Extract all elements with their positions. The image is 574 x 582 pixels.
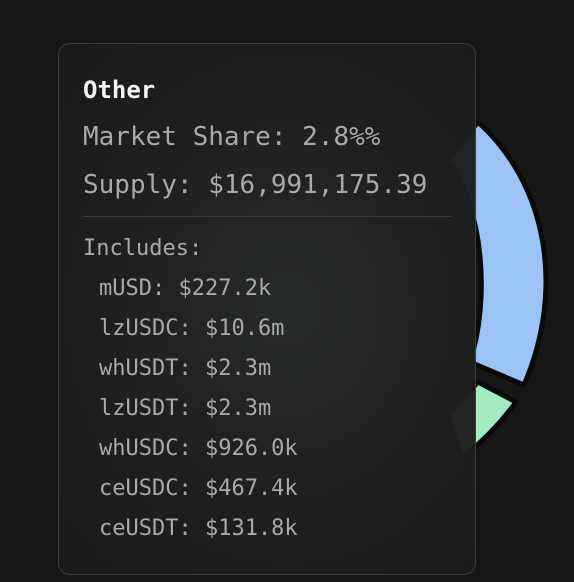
tooltip-supply: Supply: $16,991,175.39 — [83, 170, 428, 200]
tooltip-item: whUSDT: $2.3m — [99, 356, 272, 381]
tooltip-item: lzUSDT: $2.3m — [99, 396, 272, 421]
tooltip-market-share: Market Share: 2.8%% — [83, 122, 381, 152]
tooltip-item: whUSDC: $926.0k — [99, 436, 298, 461]
chart-tooltip: Other Market Share: 2.8%% Supply: $16,99… — [58, 43, 476, 575]
tooltip-item: mUSD: $227.2k — [99, 276, 272, 301]
tooltip-title: Other — [83, 76, 156, 104]
tooltip-divider — [83, 216, 451, 217]
tooltip-item: ceUSDC: $467.4k — [99, 476, 298, 501]
tooltip-item: ceUSDT: $131.8k — [99, 516, 298, 541]
tooltip-item: lzUSDC: $10.6m — [99, 316, 285, 341]
tooltip-includes-label: Includes: — [83, 236, 203, 261]
